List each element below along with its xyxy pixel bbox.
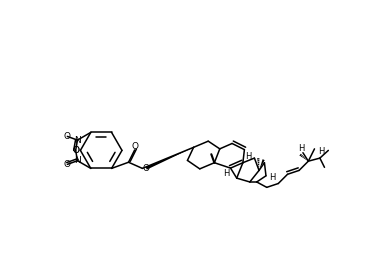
Text: O: O (131, 142, 138, 151)
Text: H: H (318, 147, 325, 157)
Text: O: O (143, 164, 150, 173)
Text: H: H (298, 144, 304, 153)
Text: O: O (64, 160, 71, 169)
Text: N: N (74, 136, 81, 145)
Text: O: O (72, 146, 79, 155)
Text: H: H (224, 169, 230, 178)
Text: H: H (245, 152, 252, 161)
Text: O: O (64, 132, 71, 141)
Text: N: N (74, 156, 81, 165)
Polygon shape (259, 159, 265, 170)
Text: H: H (269, 173, 275, 182)
Text: O: O (72, 146, 79, 155)
Polygon shape (146, 147, 193, 170)
